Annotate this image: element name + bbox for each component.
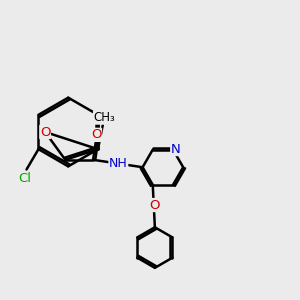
Text: NH: NH bbox=[109, 157, 128, 170]
Text: O: O bbox=[40, 125, 50, 139]
Text: CH₃: CH₃ bbox=[94, 111, 115, 124]
Text: Cl: Cl bbox=[18, 172, 32, 185]
Text: N: N bbox=[171, 142, 181, 155]
Text: O: O bbox=[91, 128, 101, 141]
Text: O: O bbox=[149, 199, 160, 212]
